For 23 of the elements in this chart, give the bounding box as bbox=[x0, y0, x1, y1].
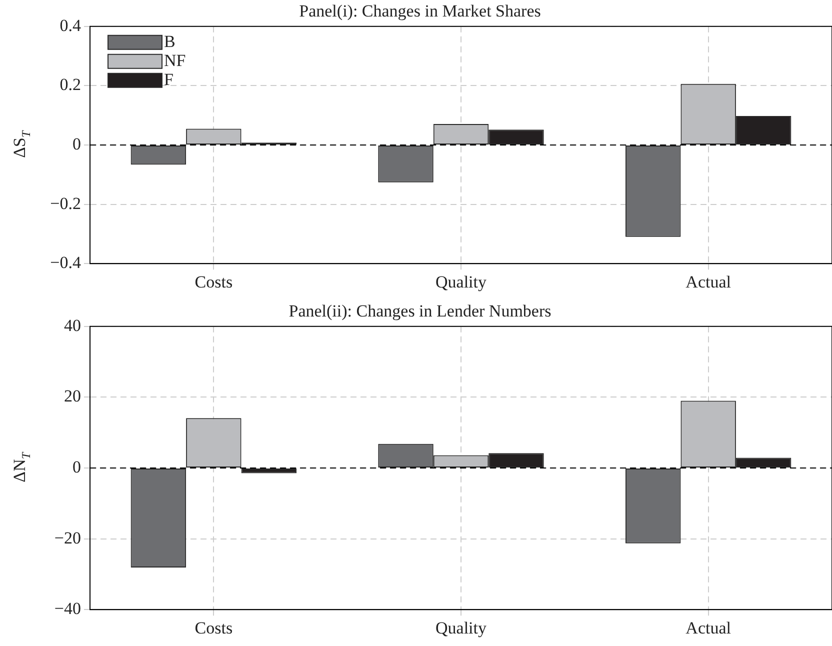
x-tick-label: Quality bbox=[436, 618, 487, 638]
y-tick-label: 0 bbox=[72, 457, 81, 476]
x-tick-label: Quality bbox=[436, 272, 487, 292]
x-tick-label: Costs bbox=[194, 618, 233, 638]
y-tick-label: 0.2 bbox=[60, 75, 81, 94]
y-axis-title: ΔST bbox=[10, 130, 33, 158]
y-tick-label: −0.4 bbox=[50, 253, 82, 272]
x-tick-label: Costs bbox=[194, 272, 233, 292]
legend-label: F bbox=[164, 70, 174, 89]
x-tick-label: Actual bbox=[686, 272, 732, 292]
legend-label: B bbox=[164, 32, 176, 51]
y-tick-label: 0.4 bbox=[60, 16, 82, 35]
y-tick-label: −40 bbox=[54, 599, 81, 618]
y-tick-label: 20 bbox=[64, 386, 81, 406]
chart-title: Panel(i): Changes in Market Shares bbox=[299, 2, 541, 21]
legend-label: NF bbox=[164, 50, 186, 70]
y-axis-title: ΔNT bbox=[10, 451, 33, 482]
chart-title: Panel(ii): Changes in Lender Numbers bbox=[288, 302, 552, 321]
y-tick-label: −0.2 bbox=[50, 194, 81, 213]
y-tick-label: 40 bbox=[64, 316, 81, 335]
y-tick-label: 0 bbox=[72, 134, 81, 154]
y-tick-label: −20 bbox=[54, 528, 81, 548]
x-tick-label: Actual bbox=[686, 618, 732, 638]
